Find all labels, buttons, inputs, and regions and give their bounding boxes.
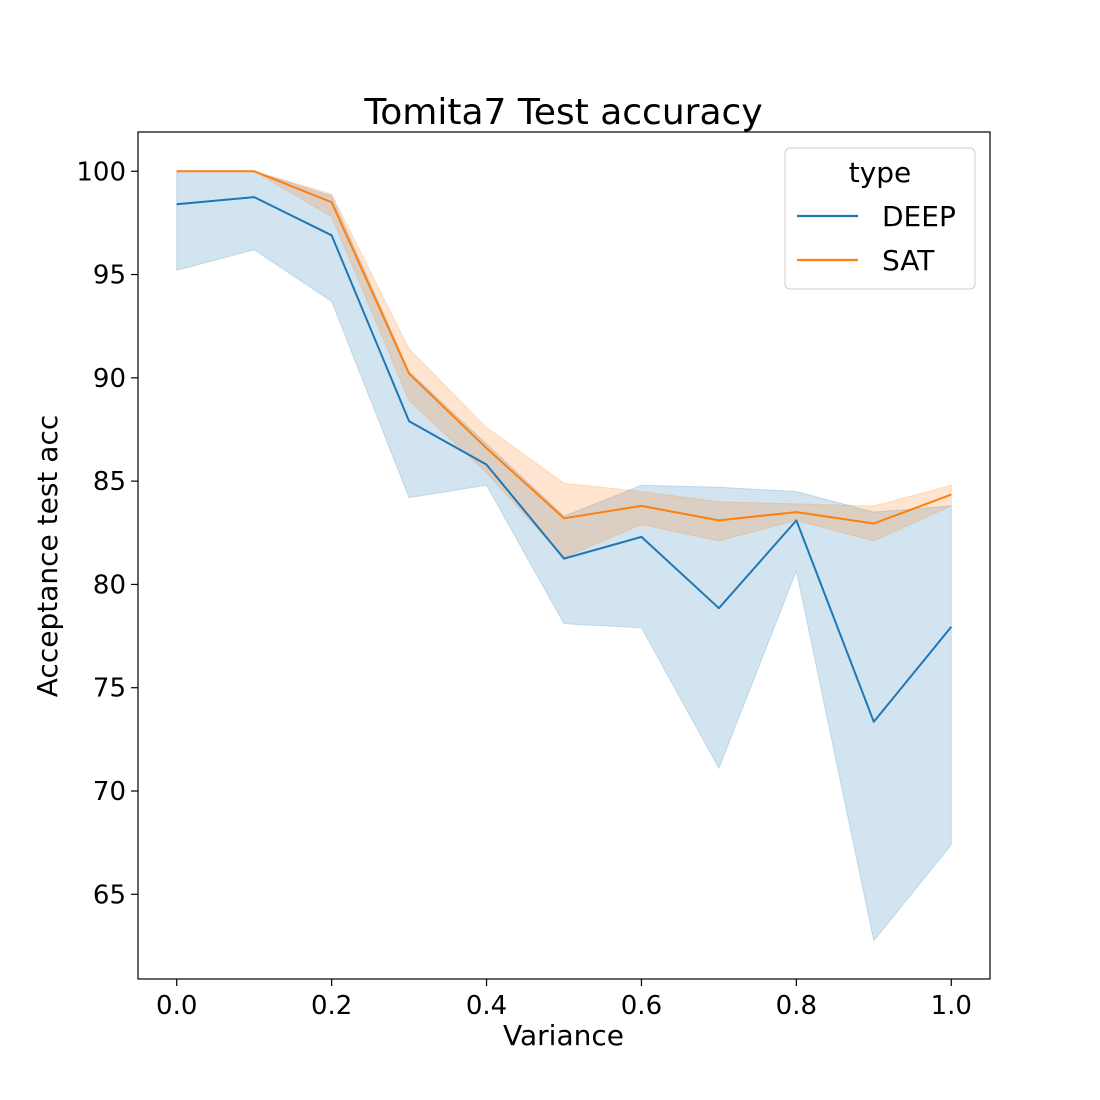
legend-label-sat: SAT: [882, 244, 935, 277]
x-axis-label: Variance: [503, 1019, 624, 1052]
plot-frame: [137, 131, 991, 980]
x-tick-label: 0.2: [311, 991, 352, 1021]
legend-box: [784, 147, 976, 290]
y-tick-label: 65: [93, 880, 126, 910]
y-tick-label: 90: [93, 364, 126, 394]
y-axis-label: Acceptance test acc: [31, 415, 64, 697]
legend: type DEEP SAT: [784, 147, 976, 290]
y-tick-label: 75: [93, 674, 126, 704]
x-tick-label: 0.8: [776, 991, 817, 1021]
legend-label-deep: DEEP: [882, 200, 956, 233]
line-sat: [176, 170, 952, 525]
x-tick-label: 0.4: [466, 991, 507, 1021]
series-lines: [176, 170, 953, 723]
x-axis: 0.0 0.2 0.4 0.6 0.8 1.0: [156, 979, 972, 1021]
line-deep: [176, 196, 953, 723]
band-deep: [176, 170, 952, 942]
y-tick-label: 70: [93, 777, 126, 807]
y-tick-label: 95: [93, 261, 126, 291]
chart-title: Tomita7 Test accuracy: [363, 92, 762, 133]
x-tick-label: 0.6: [621, 991, 662, 1021]
y-axis: 65 70 75 80 85 90 95 100: [76, 157, 138, 910]
y-tick-label: 80: [93, 570, 126, 600]
legend-title: type: [849, 156, 912, 189]
x-tick-label: 0.0: [156, 991, 197, 1021]
y-tick-label: 100: [76, 157, 126, 187]
x-tick-label: 1.0: [931, 991, 972, 1021]
y-tick-label: 85: [93, 467, 126, 497]
